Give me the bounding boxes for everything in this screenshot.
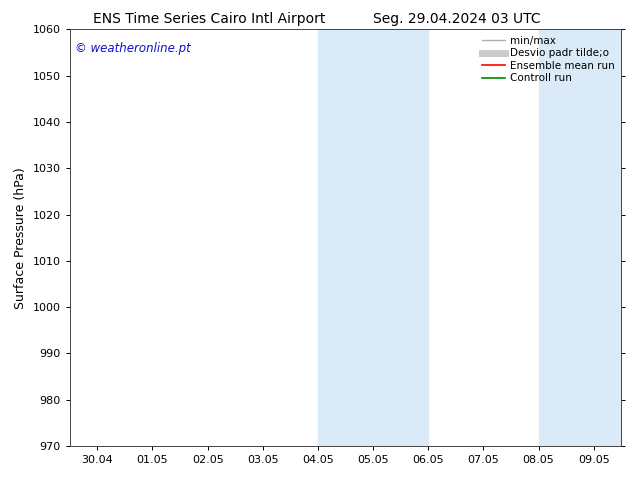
- Y-axis label: Surface Pressure (hPa): Surface Pressure (hPa): [14, 167, 27, 309]
- Legend: min/max, Desvio padr tilde;o, Ensemble mean run, Controll run: min/max, Desvio padr tilde;o, Ensemble m…: [478, 31, 619, 88]
- Text: © weatheronline.pt: © weatheronline.pt: [75, 42, 191, 55]
- Bar: [538, 29, 621, 446]
- Bar: [318, 29, 428, 446]
- Text: ENS Time Series Cairo Intl Airport: ENS Time Series Cairo Intl Airport: [93, 12, 325, 26]
- Text: Seg. 29.04.2024 03 UTC: Seg. 29.04.2024 03 UTC: [373, 12, 540, 26]
